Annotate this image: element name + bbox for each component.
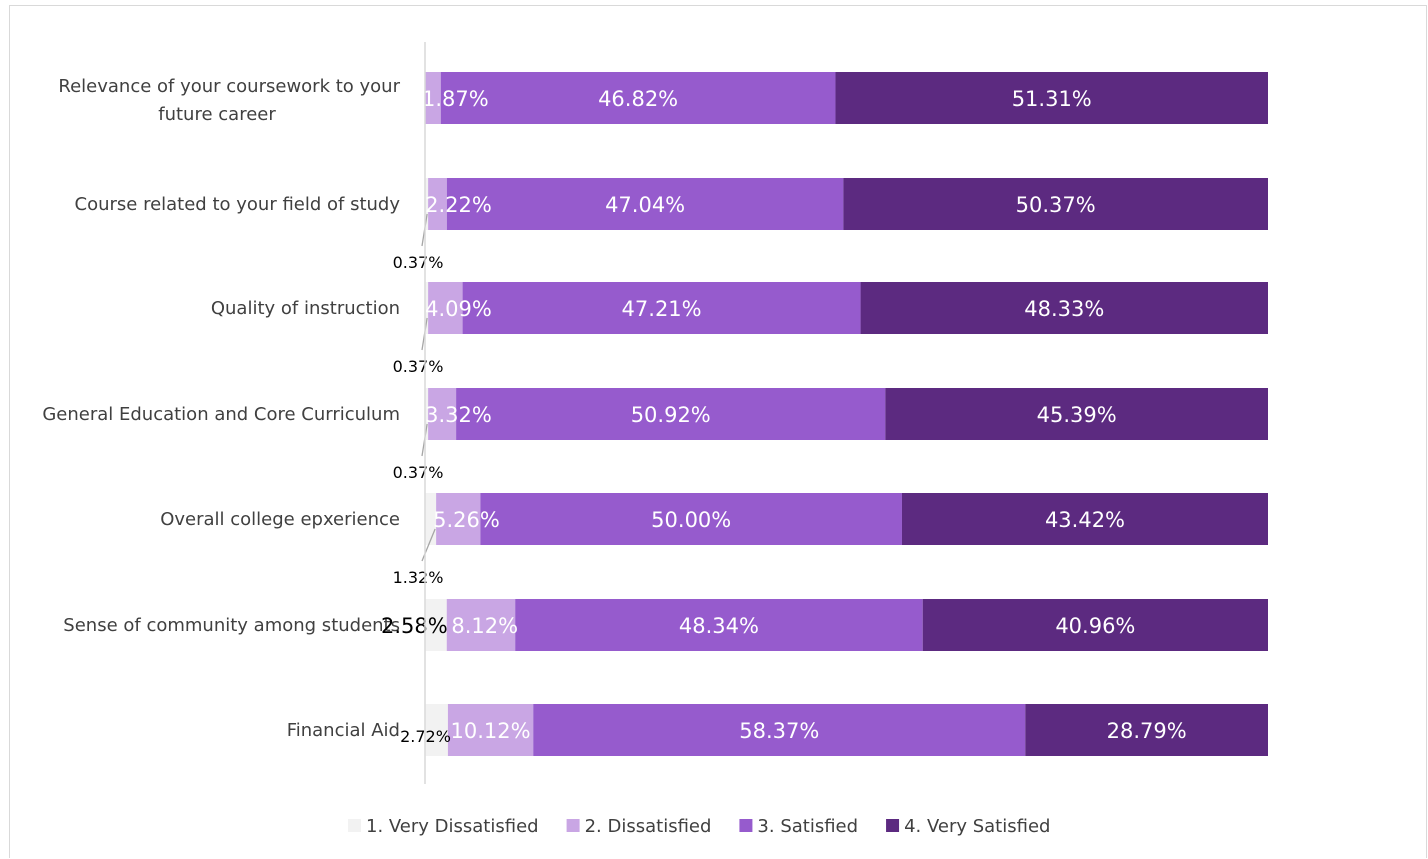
bar-segment — [1025, 704, 1268, 756]
data-label: 40.96% — [1055, 614, 1135, 638]
data-label: 43.42% — [1045, 508, 1125, 532]
bar-segment — [425, 388, 429, 440]
legend-swatch — [739, 819, 753, 832]
data-label: 1.87% — [422, 87, 489, 111]
bar-segment — [447, 704, 534, 756]
data-label: 45.39% — [1037, 403, 1117, 427]
data-label: 58.37% — [739, 719, 819, 743]
data-label: 5.26% — [433, 508, 500, 532]
bar-segment — [456, 388, 886, 440]
leader-line — [421, 528, 436, 562]
bar-segment — [922, 599, 1268, 651]
data-label: 48.34% — [679, 614, 759, 638]
data-label: 47.04% — [605, 193, 685, 217]
bar-segment — [425, 282, 429, 334]
bar-segment — [446, 599, 516, 651]
legend: 1. Very Dissatisfied 2. Dissatisfied 3. Sa… — [348, 816, 1050, 837]
data-label: 4.09% — [425, 297, 492, 321]
data-label: 1.32% — [393, 568, 444, 587]
bar-segment — [462, 282, 861, 334]
data-label: 0.37% — [393, 463, 444, 482]
data-label: 28.79% — [1107, 719, 1187, 743]
bar-segment — [425, 704, 448, 756]
bars — [425, 72, 1268, 756]
category-label: Sense of community among students — [63, 615, 400, 636]
data-label: 46.82% — [598, 87, 678, 111]
data-label: 0.37% — [393, 357, 444, 376]
data-label: 50.92% — [631, 403, 711, 427]
data-label: 3.32% — [425, 403, 492, 427]
bar-segment — [428, 388, 457, 440]
category-label: General Education and Core Curriculum — [42, 404, 400, 425]
legend-swatch — [566, 819, 580, 832]
bar-segment — [860, 282, 1268, 334]
data-label: 51.31% — [1012, 87, 1092, 111]
category-label: Course related to your field of study — [75, 194, 401, 215]
data-label: 10.12% — [451, 719, 531, 743]
category-label: Relevance of your coursework to your futu… — [58, 76, 400, 125]
bar-segment — [446, 178, 844, 230]
bar-segment — [425, 493, 437, 545]
bar-segment — [436, 493, 481, 545]
data-label: 47.21% — [622, 297, 702, 321]
data-label: 2.22% — [425, 193, 492, 217]
bar-segment — [843, 178, 1268, 230]
bar-segment — [425, 72, 441, 124]
bar-segment — [885, 388, 1268, 440]
data-label: 50.37% — [1016, 193, 1096, 217]
data-labels: 1.87% 46.82% 51.31% 0.37% 2.22% 47.04% 50.37% 0… — [381, 87, 1187, 746]
bar-segment — [425, 178, 429, 230]
legend-label: 3. Satisfied — [757, 816, 858, 837]
legend-swatch — [886, 819, 900, 832]
bar-segment — [533, 704, 1026, 756]
legend-swatch — [348, 819, 361, 832]
bar-segment — [428, 178, 447, 230]
category-label: Financial Aid — [287, 720, 400, 741]
data-label: 8.12% — [451, 614, 518, 638]
bar-segment — [515, 599, 923, 651]
data-label: 50.00% — [651, 508, 731, 532]
bar-segment — [901, 493, 1268, 545]
legend-label: 2. Dissatisfied — [585, 816, 712, 837]
bar-segment — [835, 72, 1268, 124]
bar-segment — [428, 282, 463, 334]
legend-label: 1. Very Dissatisfied — [366, 816, 539, 837]
legend-label: 4. Very Satisfied — [904, 816, 1050, 837]
category-label: Overall college epxerience — [160, 509, 400, 530]
data-label: 48.33% — [1024, 297, 1104, 321]
bar-segment — [480, 493, 902, 545]
data-label: 0.37% — [393, 253, 444, 272]
category-labels: Relevance of your coursework to your futu… — [42, 76, 400, 741]
bar-segment — [440, 72, 836, 124]
bar-segment — [425, 599, 447, 651]
category-label: Quality of instruction — [211, 298, 400, 319]
data-label: 2.58% — [381, 614, 448, 638]
